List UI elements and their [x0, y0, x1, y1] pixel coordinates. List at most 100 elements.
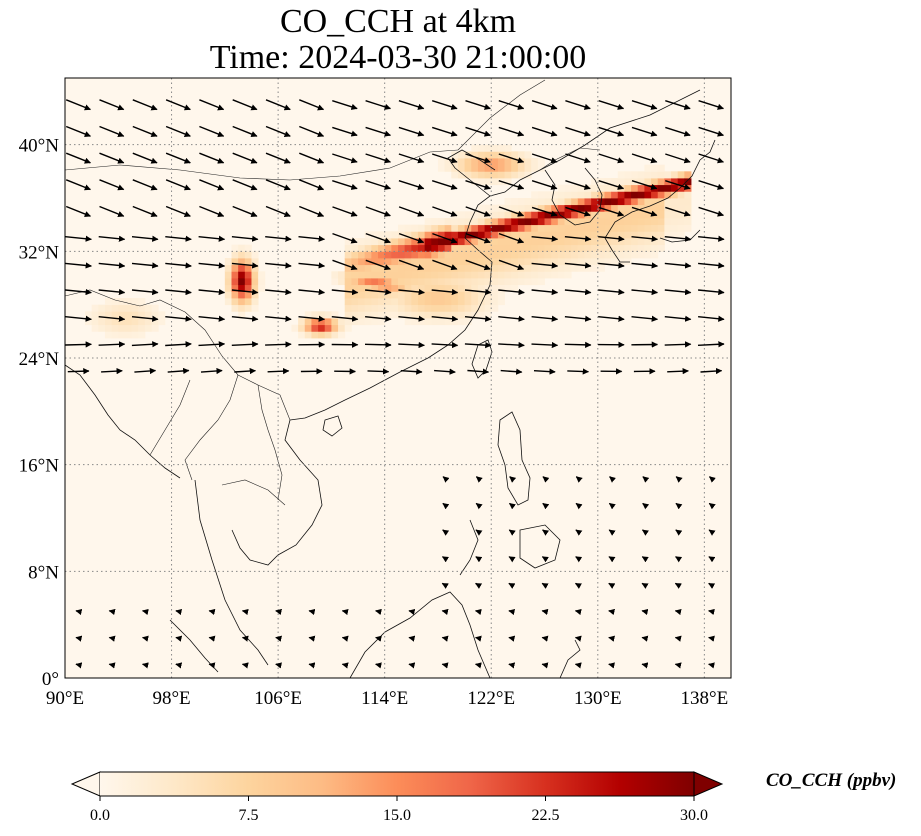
field-cell — [391, 258, 399, 266]
hainan — [322, 415, 343, 437]
field-cell — [351, 251, 359, 259]
field-cell — [124, 298, 132, 306]
wind-arrow — [231, 262, 259, 269]
field-cell — [371, 264, 379, 272]
wind-arrow — [165, 341, 192, 348]
field-cell — [444, 264, 452, 272]
field-cell — [378, 304, 386, 312]
field-cell — [457, 318, 465, 326]
field-cell — [398, 278, 406, 286]
field-cell — [531, 158, 539, 166]
field-cell — [457, 264, 465, 272]
wind-arrow — [131, 288, 159, 296]
field-cell — [111, 331, 119, 339]
field-cell — [224, 284, 232, 292]
wind-arrow — [198, 315, 226, 322]
field-cell — [551, 224, 559, 232]
field-cell — [677, 171, 685, 179]
field-cell — [404, 298, 412, 306]
wind-arrow — [508, 502, 516, 510]
field-cell — [471, 158, 479, 166]
wind-arrow — [232, 152, 258, 164]
field-cell — [504, 211, 512, 219]
field-cell — [537, 264, 545, 272]
field-cell — [431, 238, 439, 246]
field-cell — [331, 311, 339, 319]
field-cell — [451, 311, 459, 319]
field-cell — [504, 204, 512, 212]
field-cell — [657, 231, 665, 239]
field-cell — [511, 258, 519, 266]
field-cell — [138, 298, 146, 306]
field-cell — [617, 191, 625, 199]
field-cell — [424, 218, 432, 226]
field-cell — [544, 251, 552, 259]
wind-arrow — [474, 635, 482, 642]
field-cell — [104, 298, 113, 306]
field-cell — [604, 238, 612, 246]
field-cell — [391, 244, 399, 252]
field-cell — [671, 184, 679, 192]
wind-arrow — [265, 179, 291, 191]
lon-tick-label: 138°E — [681, 688, 729, 709]
field-cell — [444, 311, 452, 319]
field-cell — [424, 244, 432, 252]
wind-arrow — [298, 235, 326, 242]
field-cell — [437, 224, 446, 232]
field-cell — [457, 171, 465, 179]
field-cell — [351, 244, 359, 252]
field-cell — [424, 284, 432, 292]
field-cell — [244, 244, 252, 252]
china-coastline — [289, 89, 701, 421]
field-cell — [358, 284, 366, 292]
field-cell — [451, 278, 459, 286]
field-cell — [664, 171, 672, 179]
field-cell — [417, 284, 426, 292]
field-cell — [684, 198, 692, 206]
field-cell — [664, 224, 672, 232]
colorbar-extend-max — [693, 771, 724, 797]
field-cell — [551, 244, 559, 252]
field-cell — [537, 271, 545, 279]
field-cell — [517, 204, 525, 212]
wind-arrow — [498, 232, 525, 244]
field-cell — [484, 164, 492, 172]
field-cell — [491, 204, 499, 212]
wind-arrow — [365, 100, 392, 110]
field-cell — [104, 304, 113, 312]
field-cell — [404, 258, 412, 266]
wind-arrow — [631, 180, 658, 190]
field-cell — [471, 304, 479, 312]
wind-arrow — [508, 608, 516, 616]
field-cell — [651, 171, 659, 179]
field-cell — [617, 198, 625, 206]
wind-arrow — [598, 153, 625, 164]
field-cell — [364, 304, 372, 312]
field-cell — [471, 231, 479, 239]
wind-arrow — [631, 126, 658, 137]
field-cell — [431, 218, 439, 226]
wind-arrow — [265, 99, 291, 111]
field-cell — [591, 211, 599, 219]
field-cell — [98, 304, 106, 312]
wind-arrow — [165, 152, 191, 164]
field-cell — [511, 224, 519, 232]
map-panel — [65, 78, 731, 678]
wind-arrow — [465, 100, 491, 110]
field-cell — [437, 311, 446, 319]
field-cell — [577, 184, 585, 192]
field-cell — [677, 178, 685, 186]
field-cell — [451, 231, 459, 239]
field-cell — [644, 184, 652, 192]
field-cell — [657, 178, 665, 186]
field-cell — [158, 311, 166, 319]
wind-arrow — [608, 502, 616, 510]
wind-arrow — [75, 608, 83, 616]
field-cell — [384, 311, 392, 319]
field-cell — [411, 258, 419, 266]
field-cell — [651, 178, 659, 186]
field-cell — [298, 318, 306, 326]
field-cell — [144, 311, 152, 319]
field-cell — [491, 144, 499, 152]
